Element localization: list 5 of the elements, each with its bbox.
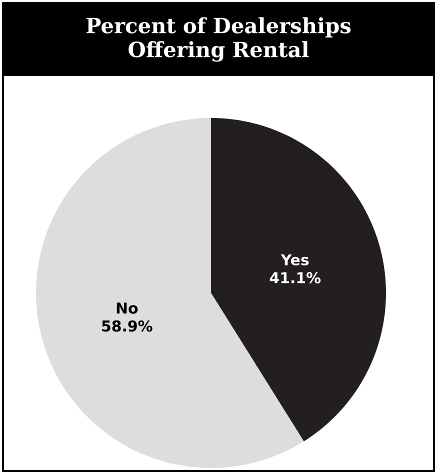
data-label: 41.1% <box>270 272 321 284</box>
slice-label: No <box>116 302 138 314</box>
slice-label: Yes <box>280 254 309 266</box>
data-label: 58.9% <box>102 320 152 332</box>
chart-title: Percent of Dealerships Offering Rental <box>86 17 351 62</box>
